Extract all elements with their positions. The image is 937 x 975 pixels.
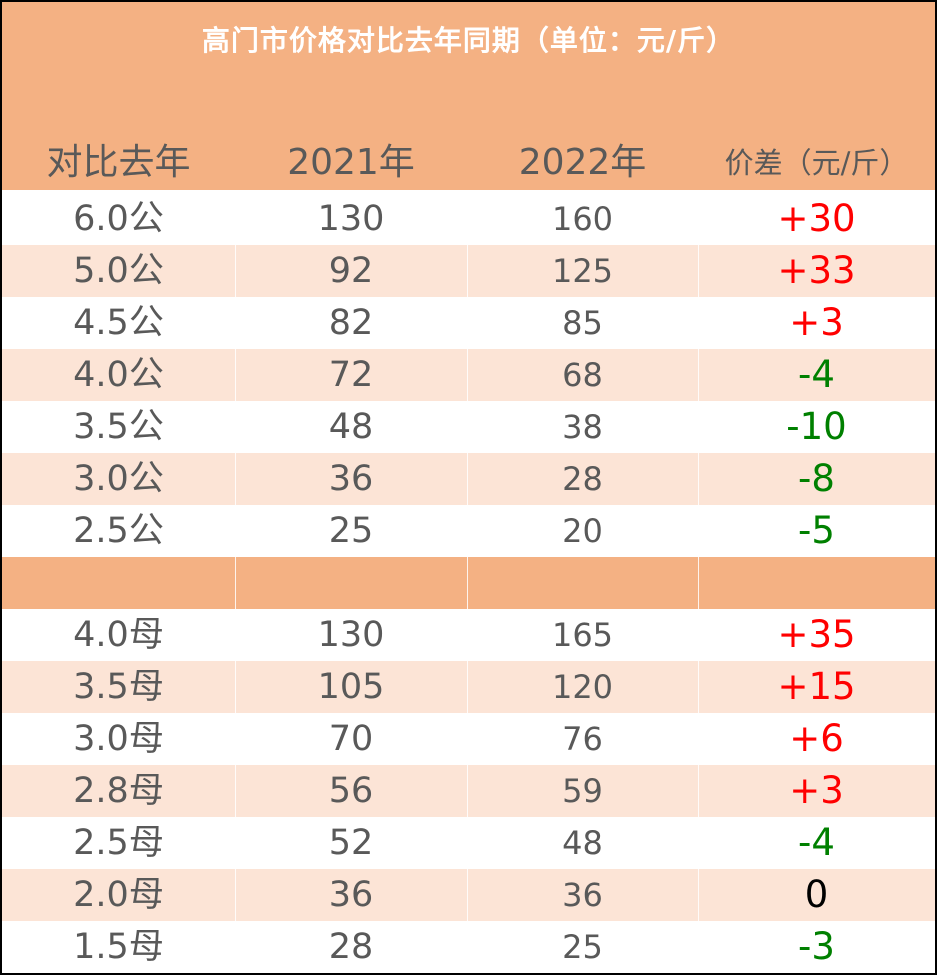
cell-spec: 3.5公 (73, 407, 164, 447)
cell-2021: 130 (317, 199, 385, 239)
cell-2022: 20 (562, 512, 603, 550)
cell-diff: +3 (789, 301, 844, 344)
table-row: 2.5公 25 20 -5 (2, 505, 935, 557)
cell-2021: 25 (328, 511, 374, 551)
cell-2022: 160 (551, 200, 614, 238)
table-row: 2.5母 52 48 -4 (2, 817, 935, 869)
column-divider (698, 869, 699, 921)
table-row: 3.0公 36 28 -8 (2, 453, 935, 505)
cell-diff: -4 (798, 353, 835, 396)
column-divider (235, 349, 236, 401)
cell-2021: 28 (328, 927, 374, 967)
column-divider (235, 453, 236, 505)
cell-2022: 76 (562, 720, 603, 758)
column-divider (235, 765, 236, 817)
header-compare: 对比去年 (46, 142, 191, 183)
cell-2022: 38 (562, 408, 603, 446)
column-divider (698, 557, 699, 609)
cell-2021: 36 (328, 875, 374, 915)
cell-2021: 92 (328, 251, 374, 291)
cell-diff: -10 (786, 405, 847, 448)
column-divider (698, 349, 699, 401)
cell-2021: 70 (328, 719, 374, 759)
cell-2021: 52 (328, 823, 374, 863)
table-row: 3.0母 70 76 +6 (2, 713, 935, 765)
column-divider (698, 453, 699, 505)
cell-spec: 3.0公 (73, 459, 164, 499)
column-divider (235, 245, 236, 297)
column-divider (467, 349, 468, 401)
table-row: 1.5母 28 25 -3 (2, 921, 935, 973)
cell-diff: +3 (789, 769, 844, 812)
column-divider (235, 869, 236, 921)
cell-2022: 48 (562, 824, 603, 862)
cell-diff: +35 (777, 613, 856, 656)
column-divider (467, 869, 468, 921)
cell-2022: 125 (551, 252, 614, 290)
cell-2021: 130 (317, 615, 385, 655)
column-divider (467, 661, 468, 713)
cell-2021: 48 (328, 407, 374, 447)
cell-spec: 2.5公 (73, 511, 164, 551)
table-row: 4.0公 72 68 -4 (2, 349, 935, 401)
cell-2021: 36 (328, 459, 374, 499)
column-divider (467, 557, 468, 609)
column-divider (467, 245, 468, 297)
group-separator-row (2, 557, 935, 609)
cell-spec: 4.5公 (73, 303, 164, 343)
cell-2021: 105 (317, 667, 385, 707)
table-row: 4.5公 82 85 +3 (2, 297, 935, 349)
column-divider (698, 661, 699, 713)
cell-2021: 56 (328, 771, 374, 811)
cell-diff: +30 (777, 197, 856, 240)
cell-spec: 3.5母 (73, 667, 164, 707)
cell-diff: 0 (804, 873, 829, 916)
cell-spec: 4.0母 (73, 615, 164, 655)
cell-2022: 28 (562, 460, 603, 498)
cell-diff: +6 (789, 717, 844, 760)
table-row: 5.0公 92 125 +33 (2, 245, 935, 297)
column-divider (698, 765, 699, 817)
column-divider (698, 245, 699, 297)
column-divider (235, 557, 236, 609)
cell-spec: 3.0母 (73, 719, 164, 759)
cell-spec: 2.5母 (73, 823, 164, 863)
cell-spec: 1.5母 (73, 927, 164, 967)
column-divider (235, 661, 236, 713)
table-row: 2.8母 56 59 +3 (2, 765, 935, 817)
cell-2022: 25 (562, 928, 603, 966)
cell-diff: -5 (798, 509, 835, 552)
cell-diff: +15 (777, 665, 856, 708)
cell-2022: 165 (551, 616, 614, 654)
cell-diff: +33 (777, 249, 856, 292)
cell-diff: -3 (798, 925, 835, 968)
header-diff: 价差（元/斤） (724, 146, 909, 180)
table-row: 4.0母 130 165 +35 (2, 609, 935, 661)
cell-2022: 85 (562, 304, 603, 342)
cell-2022: 36 (562, 876, 603, 914)
header-2021: 2021年 (287, 142, 415, 183)
cell-2021: 72 (328, 355, 374, 395)
cell-2022: 59 (562, 772, 603, 810)
cell-2021: 82 (328, 303, 374, 343)
table-row: 2.0母 36 36 0 (2, 869, 935, 921)
column-divider (467, 453, 468, 505)
cell-spec: 4.0公 (73, 355, 164, 395)
cell-diff: -4 (798, 821, 835, 864)
header-2022: 2022年 (518, 142, 647, 183)
table-row: 6.0公 130 160 +30 (2, 193, 935, 245)
cell-spec: 5.0公 (73, 251, 164, 291)
table-title: 高门市价格对比去年同期（单位：元/斤） (201, 24, 736, 57)
cell-2022: 120 (551, 668, 614, 706)
cell-spec: 2.8母 (73, 771, 164, 811)
cell-2022: 68 (562, 356, 603, 394)
cell-spec: 6.0公 (73, 199, 164, 239)
table-row: 3.5母 105 120 +15 (2, 661, 935, 713)
header-band: 高门市价格对比去年同期（单位：元/斤） 对比去年 2021年 2022年 价差（… (2, 2, 935, 190)
column-divider (467, 765, 468, 817)
cell-spec: 2.0母 (73, 875, 164, 915)
table-row: 3.5公 48 38 -10 (2, 401, 935, 453)
cell-diff: -8 (798, 457, 835, 500)
